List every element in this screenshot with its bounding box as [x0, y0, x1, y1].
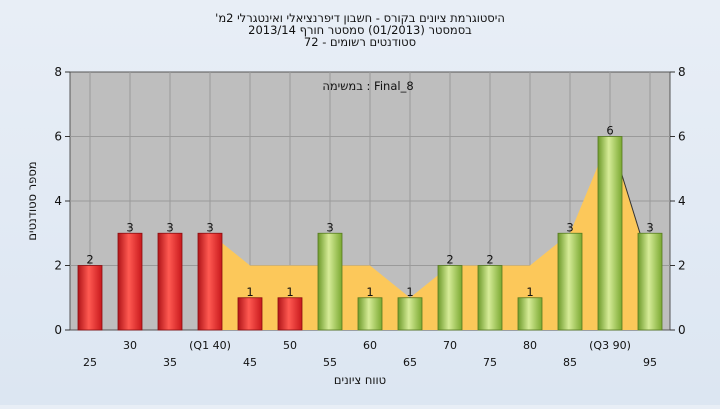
- bar-95: [637, 232, 663, 331]
- y-tick-label: 6: [54, 130, 62, 144]
- bar-value-label: 3: [646, 220, 653, 234]
- x-tick-label: 55: [323, 356, 337, 369]
- bar-value-label: 2: [86, 253, 93, 267]
- bar-80: [517, 297, 543, 331]
- y-tick-label-right: 6: [678, 130, 686, 144]
- y-tick-label: 0: [54, 323, 62, 337]
- x-tick-label: 50: [283, 339, 297, 352]
- data-labels: 2 3 3 3 1 1 3 1 1 2 2 1 3 6 3: [86, 124, 653, 299]
- bar-75: [477, 265, 503, 331]
- x-tick-label: 45: [243, 356, 257, 369]
- bar-value-label: 3: [206, 220, 213, 234]
- bar-85: [557, 232, 583, 331]
- bar-value-label: 1: [526, 285, 533, 299]
- bar-55: [317, 232, 343, 331]
- y-tick-label-right: 0: [678, 323, 686, 337]
- y-tick-label-right: 4: [678, 194, 686, 208]
- bar-Q140: [197, 232, 223, 331]
- bar-25: [77, 265, 103, 331]
- y-tick-label-right: 8: [678, 65, 686, 79]
- bar-value-label: 3: [166, 220, 173, 234]
- x-tick-label: 80: [523, 339, 537, 352]
- bar-45: [237, 297, 263, 331]
- y-axis-right: 0 2 4 6 8: [670, 65, 686, 337]
- y-tick-label: 4: [54, 194, 62, 208]
- chart-title-line-1: 'היסטוגרמת ציונים בקורס - חשבון דיפרנציא…: [215, 11, 505, 25]
- bar-value-label: 2: [486, 253, 493, 267]
- y-axis-left: 0 2 4 6 8: [54, 65, 70, 337]
- bar-value-label: 2: [446, 253, 453, 267]
- bar-Q390: [597, 136, 623, 331]
- y-tick-label: 2: [54, 259, 62, 273]
- bar-value-label: 3: [326, 220, 333, 234]
- x-tick-label: 70: [443, 339, 457, 352]
- x-tick-label: 35: [163, 356, 177, 369]
- bar-value-label: 1: [286, 285, 293, 299]
- x-axis-label: טווח ציונים: [334, 373, 386, 387]
- bar-60: [357, 297, 383, 331]
- x-tick-label: 30: [123, 339, 137, 352]
- bar-50: [277, 297, 303, 331]
- x-axis: 25 30 35 (Q1 40) 45 50 55 60 65 70 75 80 85 (Q3 90) 95: [83, 339, 657, 369]
- chart-title-line-2: בסמסטר (01/2013) סמסטר חורף 2013/14: [248, 23, 472, 37]
- x-tick-label: 95: [643, 356, 657, 369]
- y-tick-label-right: 2: [678, 259, 686, 273]
- chart-title-line-3: סטודנטים רשומים - 72: [304, 35, 416, 49]
- bar-value-label: 6: [606, 124, 613, 138]
- bar-65: [397, 297, 423, 331]
- y-tick-label: 8: [54, 65, 62, 79]
- x-tick-label: 85: [563, 356, 577, 369]
- y-axis-label: מספר סטודנטים: [25, 161, 39, 240]
- x-tick-label: (Q3 90): [589, 339, 631, 352]
- x-tick-label: 60: [363, 339, 377, 352]
- bar-35: [157, 232, 183, 331]
- bar-value-label: 3: [566, 220, 573, 234]
- bar-value-label: 3: [126, 220, 133, 234]
- x-tick-label: (Q1 40): [189, 339, 231, 352]
- chart-annotation: במשימה : Final_8: [322, 79, 413, 93]
- bar-70: [437, 265, 463, 331]
- bar-value-label: 1: [246, 285, 253, 299]
- bars: [77, 136, 663, 331]
- bar-30: [117, 232, 143, 331]
- x-tick-label: 25: [83, 356, 97, 369]
- bar-value-label: 1: [406, 285, 413, 299]
- chart-title: 'היסטוגרמת ציונים בקורס - חשבון דיפרנציא…: [215, 11, 505, 49]
- x-tick-label: 75: [483, 356, 497, 369]
- bar-value-label: 1: [366, 285, 373, 299]
- x-tick-label: 65: [403, 356, 417, 369]
